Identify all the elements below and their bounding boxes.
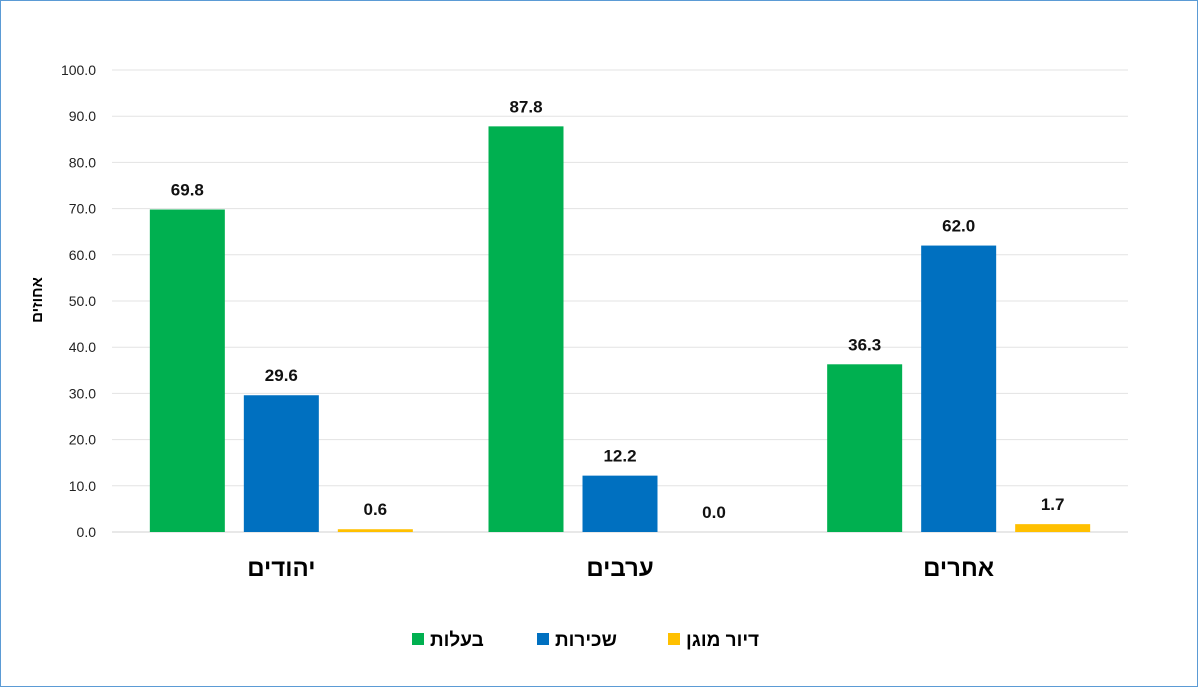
category-label: ערבים <box>586 555 653 582</box>
legend-label: שכירות <box>555 630 617 651</box>
legend-swatch <box>412 633 424 645</box>
y-axis-ticks: 0.0 10.0 20.0 30.0 40.0 50.0 60.0 70.0 80.0 90.0 1… <box>61 62 96 540</box>
data-label: 1.7 <box>1041 495 1065 514</box>
legend-label: בעלות <box>430 630 484 651</box>
bar-3-1 <box>337 529 413 532</box>
data-label: 69.8 <box>171 181 204 200</box>
y-tick-label: 80.0 <box>69 154 96 170</box>
data-label: 36.3 <box>848 335 881 354</box>
bar-2-2 <box>582 475 658 532</box>
bar-2-1 <box>243 395 319 532</box>
category-labels: יהודים ערבים אחרים <box>247 555 994 582</box>
y-tick-label: 10.0 <box>69 478 96 494</box>
y-tick-label: 20.0 <box>69 432 96 448</box>
data-label: 0.0 <box>702 503 726 522</box>
legend-swatch <box>668 633 680 645</box>
data-label: 29.6 <box>265 366 298 385</box>
data-label: 87.8 <box>509 97 542 116</box>
y-tick-label: 0.0 <box>77 524 97 540</box>
data-label: 12.2 <box>603 447 636 466</box>
y-tick-label: 70.0 <box>69 201 96 217</box>
legend: בעלות שכירות דיור מוגן <box>412 630 759 651</box>
y-tick-label: 40.0 <box>69 339 96 355</box>
y-tick-label: 100.0 <box>61 62 96 78</box>
legend-swatch <box>537 633 549 645</box>
y-tick-label: 60.0 <box>69 247 96 263</box>
category-label: אחרים <box>923 555 994 582</box>
y-axis-title: אחוזים <box>29 277 46 323</box>
bar-1-1 <box>149 209 225 533</box>
legend-label: דיור מוגן <box>686 630 759 651</box>
bar-1-2 <box>488 126 564 532</box>
bars <box>149 126 1091 533</box>
y-tick-label: 50.0 <box>69 293 96 309</box>
bar-1-3 <box>827 364 903 532</box>
data-label: 62.0 <box>942 217 975 236</box>
y-tick-label: 30.0 <box>69 385 96 401</box>
data-label: 0.6 <box>364 500 388 519</box>
category-label: יהודים <box>247 555 315 582</box>
y-tick-label: 90.0 <box>69 108 96 124</box>
bar-3-3 <box>1015 524 1091 532</box>
data-labels: 69.8 29.6 0.6 87.8 12.2 0.0 36.3 62.0 1.7 <box>171 97 1065 522</box>
bar-2-3 <box>921 245 997 532</box>
